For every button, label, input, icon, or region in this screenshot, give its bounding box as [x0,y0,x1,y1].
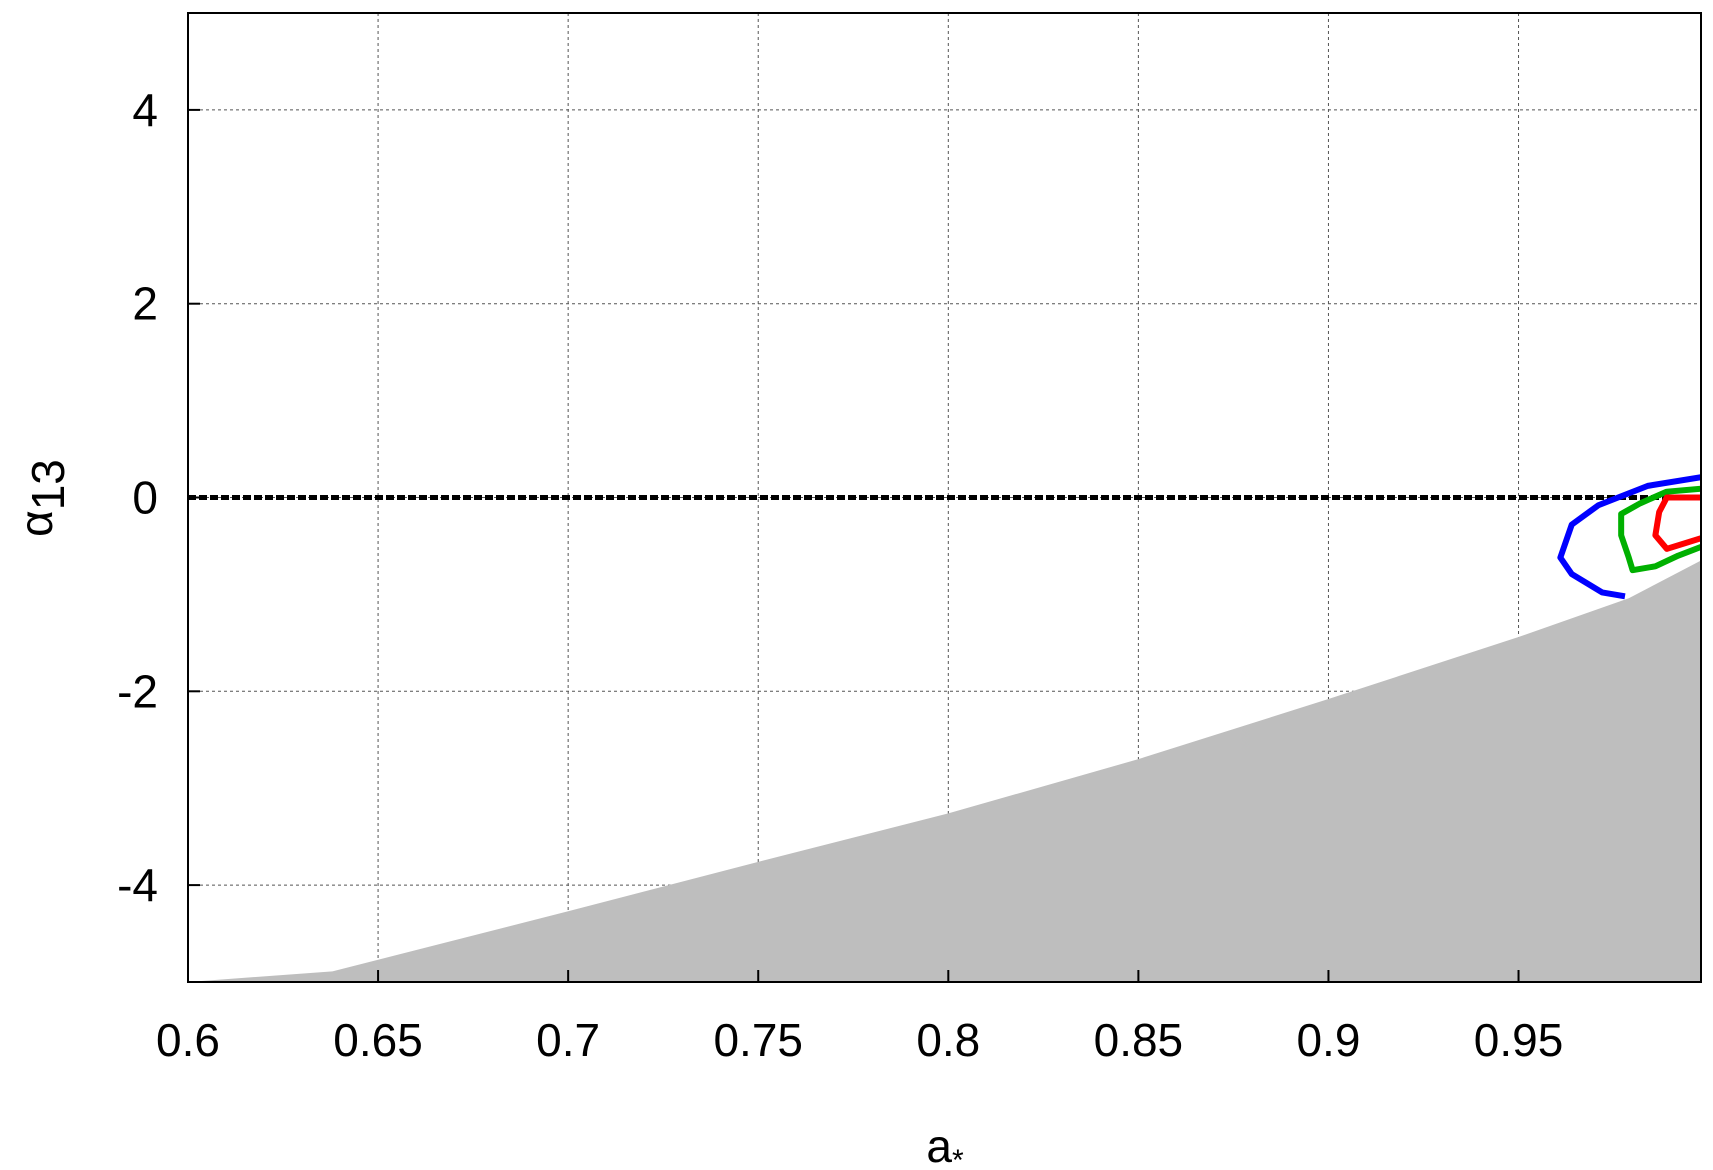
x-axis-label: a* [926,1120,964,1170]
x-tick-label: 0.85 [1094,1014,1184,1066]
shaded-region [188,560,1701,982]
x-tick-label: 0.75 [713,1014,803,1066]
y-label-main: α [10,510,62,537]
x-tick-label: 0.95 [1474,1014,1564,1066]
x-tick-label: 0.6 [156,1014,220,1066]
plot-frame [187,12,1702,983]
contour-line [1557,474,1701,600]
y-tick-label: 2 [132,278,158,330]
y-tick-label: 4 [132,84,158,136]
x-label-sub: * [952,1144,964,1170]
y-tick-label: -2 [117,665,158,717]
contour-line [1618,485,1701,574]
y-label-sub: 13 [22,459,74,510]
x-tick-label: 0.7 [536,1014,600,1066]
x-label-main: a [926,1120,952,1170]
y-axis-label: α13 [10,459,74,537]
plot-area [188,13,1701,982]
y-tick-label: 0 [132,472,158,524]
x-tick-label: 0.8 [916,1014,980,1066]
x-tick-label: 0.9 [1296,1014,1360,1066]
y-tick-label: -4 [117,859,158,911]
contour-line [1652,494,1701,552]
x-tick-label: 0.65 [333,1014,423,1066]
